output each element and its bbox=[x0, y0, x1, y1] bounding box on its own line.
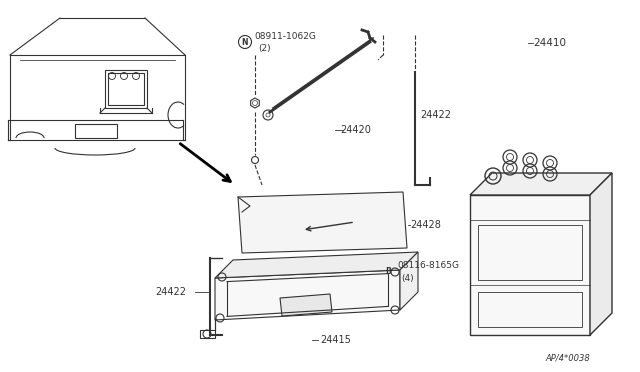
Polygon shape bbox=[238, 192, 407, 253]
Text: (2): (2) bbox=[258, 44, 271, 52]
Text: 24415: 24415 bbox=[320, 335, 351, 345]
Text: 24422: 24422 bbox=[420, 110, 451, 120]
Text: 24422: 24422 bbox=[155, 287, 186, 297]
Polygon shape bbox=[215, 252, 418, 278]
Polygon shape bbox=[400, 252, 418, 310]
Text: N: N bbox=[242, 38, 248, 46]
Text: 24428: 24428 bbox=[410, 220, 441, 230]
Text: 08911-1062G: 08911-1062G bbox=[254, 32, 316, 41]
Text: B: B bbox=[385, 267, 391, 276]
Text: 24410: 24410 bbox=[533, 38, 566, 48]
Text: 24420: 24420 bbox=[340, 125, 371, 135]
Text: 08116-8165G: 08116-8165G bbox=[397, 262, 459, 270]
FancyBboxPatch shape bbox=[470, 195, 590, 335]
Text: (4): (4) bbox=[401, 273, 413, 282]
Text: AP/4*0038: AP/4*0038 bbox=[545, 353, 589, 362]
Polygon shape bbox=[215, 270, 400, 320]
Polygon shape bbox=[280, 294, 332, 316]
Polygon shape bbox=[590, 173, 612, 335]
Polygon shape bbox=[470, 173, 612, 195]
